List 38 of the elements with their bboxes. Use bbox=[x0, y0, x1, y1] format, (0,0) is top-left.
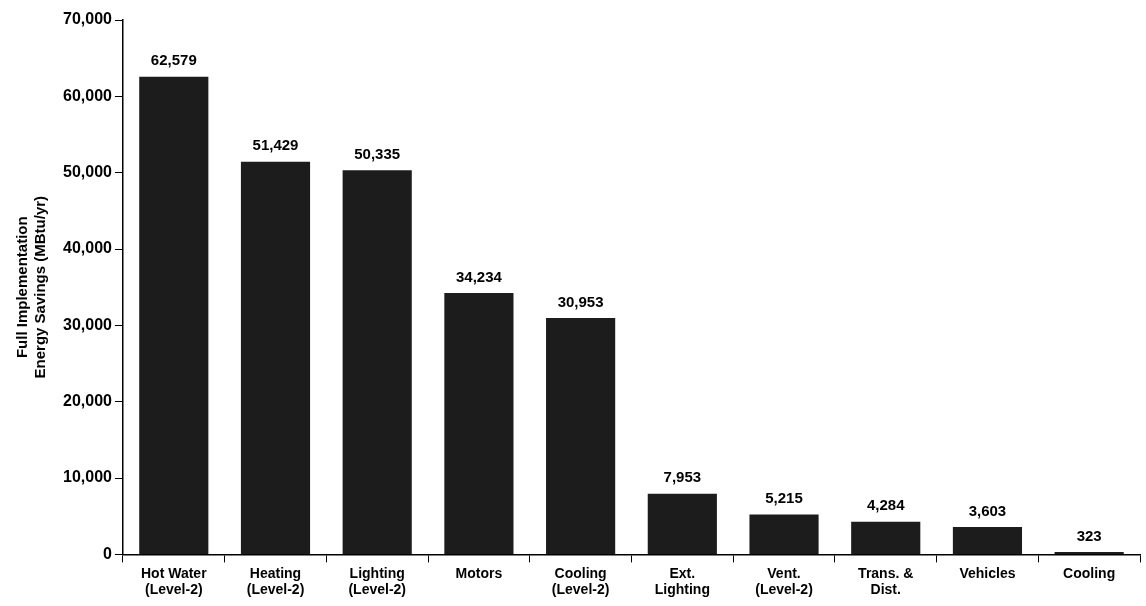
x-tick-label: Vehicles bbox=[959, 564, 1016, 581]
data-label: 5,215 bbox=[765, 489, 803, 507]
x-tick-label: Motors bbox=[455, 564, 503, 581]
x-tick-label: Lighting (Level-2) bbox=[348, 564, 406, 598]
data-label: 50,335 bbox=[354, 144, 401, 162]
y-axis-title: Full Implementation Energy Savings (MBtu/yr) bbox=[13, 195, 49, 379]
bar bbox=[240, 161, 311, 554]
data-label: 4,284 bbox=[866, 496, 906, 514]
x-tick-label: Vent. (Level-2) bbox=[755, 564, 813, 598]
data-label: 34,234 bbox=[455, 267, 503, 285]
data-label: 30,953 bbox=[557, 292, 604, 310]
data-label: 62,579 bbox=[150, 51, 197, 69]
y-tick-label: 50,000 bbox=[63, 163, 113, 181]
y-tick-label: 10,000 bbox=[63, 468, 113, 486]
x-tick-label: Heating (Level-2) bbox=[246, 564, 305, 598]
data-label: 3,603 bbox=[968, 501, 1007, 519]
data-label: 7,953 bbox=[663, 468, 702, 486]
y-tick-label: 70,000 bbox=[63, 10, 113, 28]
bar bbox=[342, 170, 412, 554]
x-tick-label: Cooling bbox=[1063, 564, 1116, 581]
data-label: 51,429 bbox=[252, 136, 299, 154]
bar bbox=[851, 521, 921, 554]
y-tick-label: 40,000 bbox=[63, 239, 113, 257]
bar bbox=[952, 526, 1023, 554]
bar bbox=[444, 293, 514, 554]
x-tick-label: Hot Water (Level-2) bbox=[140, 564, 208, 598]
y-tick-label: 20,000 bbox=[63, 392, 113, 410]
y-tick-label: 0 bbox=[103, 544, 113, 562]
y-tick-label: 30,000 bbox=[63, 315, 113, 333]
bar bbox=[546, 318, 616, 554]
x-tick-label: Trans. & Dist. bbox=[858, 564, 914, 598]
bar bbox=[749, 514, 819, 554]
data-label: 323 bbox=[1076, 526, 1102, 544]
bar bbox=[139, 76, 209, 554]
bar bbox=[647, 493, 717, 554]
y-tick-label: 60,000 bbox=[63, 86, 113, 104]
x-tick-label: Cooling (Level-2) bbox=[551, 564, 610, 598]
x-tick-label: Ext. Lighting bbox=[654, 564, 710, 598]
